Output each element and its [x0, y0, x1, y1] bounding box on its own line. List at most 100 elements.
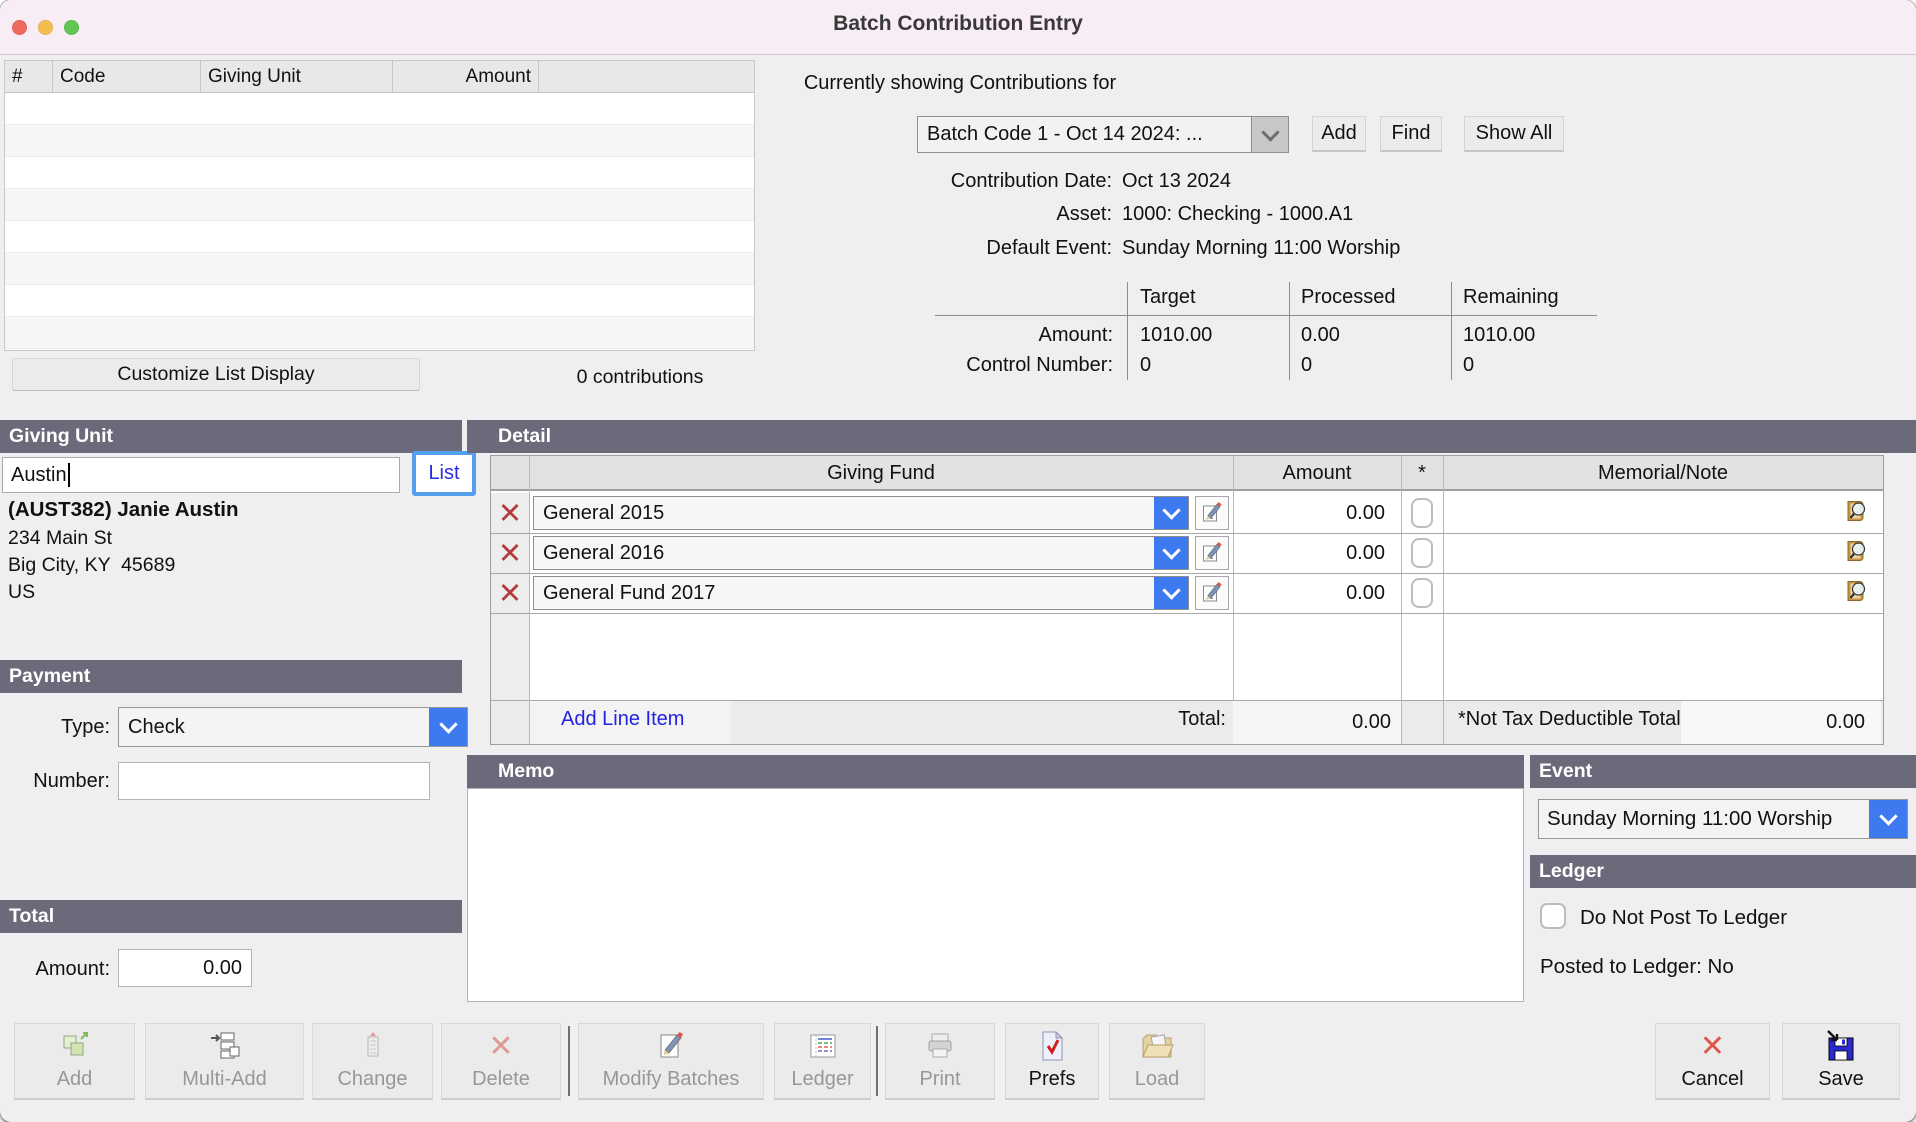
customize-list-display-button[interactable]: Customize List Display: [12, 358, 420, 391]
memorial-book-icon: [1847, 541, 1866, 561]
contributions-list-header: # Code Giving Unit Amount: [5, 61, 754, 93]
modify-batches-icon: [579, 1028, 763, 1064]
batch-code-select[interactable]: Batch Code 1 - Oct 14 2024: ...: [917, 116, 1289, 153]
giving-unit-list-button[interactable]: List: [412, 451, 476, 496]
chevron-down-icon: [1251, 117, 1288, 152]
giving-fund-select[interactable]: General Fund 2017: [533, 576, 1189, 610]
change-button[interactable]: Change: [312, 1023, 433, 1100]
giving-unit-search-input[interactable]: Austin: [2, 457, 400, 493]
delete-line-button[interactable]: ✕: [494, 536, 526, 570]
col-header-number[interactable]: #: [5, 61, 53, 92]
toolbar-separator: [876, 1026, 878, 1096]
save-button[interactable]: Save: [1782, 1023, 1900, 1100]
empty-row: [5, 189, 754, 221]
selected-giving-unit-name: (AUST382) Janie Austin: [8, 498, 239, 521]
not-tax-deductible-checkbox[interactable]: [1411, 578, 1433, 608]
summary-col-processed: Processed: [1301, 286, 1396, 308]
event-select[interactable]: Sunday Morning 11:00 Worship: [1538, 799, 1908, 839]
traffic-lights: [12, 20, 79, 35]
detail-gutter: [491, 493, 529, 700]
giving-fund-select[interactable]: General 2016: [533, 536, 1189, 570]
close-button[interactable]: [12, 20, 27, 35]
summary-amount-remaining: 1010.00: [1463, 324, 1536, 346]
red-x-icon: ✕: [497, 537, 523, 570]
col-header-code[interactable]: Code: [53, 61, 201, 92]
add-records-icon: [15, 1028, 134, 1064]
payment-type-label: Type:: [61, 716, 110, 738]
minimize-button[interactable]: [38, 20, 53, 35]
not-tax-deductible-checkbox[interactable]: [1411, 498, 1433, 528]
change-icon: [313, 1028, 432, 1064]
modify-batches-button[interactable]: Modify Batches: [578, 1023, 764, 1100]
total-amount-label: Amount:: [35, 958, 110, 980]
col-header-amount[interactable]: Amount: [393, 61, 539, 92]
load-button[interactable]: Load: [1109, 1023, 1205, 1100]
detail-total-label: Total:: [1178, 708, 1226, 730]
total-amount-input[interactable]: 0.00: [118, 949, 252, 987]
prefs-button[interactable]: Prefs: [1005, 1023, 1099, 1100]
line-amount-cell[interactable]: 0.00: [1346, 501, 1385, 524]
line-amount-cell[interactable]: 0.00: [1346, 581, 1385, 604]
batch-add-button[interactable]: Add: [1312, 116, 1366, 152]
payment-type-select[interactable]: Check: [118, 707, 468, 747]
print-button[interactable]: Print: [885, 1023, 995, 1100]
memorial-lookup-button[interactable]: [1843, 539, 1871, 563]
asset-value: 1000: Checking - 1000.A1: [1122, 203, 1354, 225]
zoom-button[interactable]: [64, 20, 79, 35]
giving-fund-select[interactable]: General 2015: [533, 496, 1189, 530]
detail-total-value: 0.00: [1233, 701, 1401, 744]
do-not-post-checkbox[interactable]: [1540, 903, 1566, 929]
payment-number-label: Number:: [33, 770, 110, 792]
memorial-lookup-button[interactable]: [1843, 499, 1871, 523]
giving-unit-section-header: Giving Unit: [0, 420, 462, 453]
empty-row: [5, 93, 754, 125]
detail-col-amount: Amount: [1282, 462, 1352, 484]
edit-note-icon: [1203, 502, 1222, 522]
fund-edit-button[interactable]: [1195, 536, 1229, 570]
delete-button[interactable]: ✕ Delete: [441, 1023, 561, 1100]
memo-textarea[interactable]: [467, 788, 1524, 1002]
summary-control-target: 0: [1140, 354, 1152, 376]
multi-add-button[interactable]: Multi-Add: [145, 1023, 304, 1100]
delete-line-button[interactable]: ✕: [494, 496, 526, 530]
batch-code-select-value: Batch Code 1 - Oct 14 2024: ...: [927, 123, 1203, 145]
detail-col-memorial-note: Memorial/Note: [1597, 462, 1729, 484]
fund-edit-button[interactable]: [1195, 496, 1229, 530]
window-title: Batch Contribution Entry: [833, 12, 1083, 35]
text-caret: [67, 463, 70, 487]
add-button[interactable]: Add: [14, 1023, 135, 1100]
add-line-item-link[interactable]: Add Line Item: [561, 708, 685, 730]
toolbar-separator: [568, 1026, 570, 1096]
memorial-book-icon: [1847, 581, 1866, 601]
batch-find-button[interactable]: Find: [1380, 116, 1442, 152]
not-tax-deductible-total-value: 0.00: [1681, 701, 1881, 744]
summary-control-remaining: 0: [1463, 354, 1475, 376]
line-amount-cell[interactable]: 0.00: [1346, 541, 1385, 564]
posted-to-ledger-status: Posted to Ledger: No: [1540, 955, 1734, 978]
empty-row: [5, 157, 754, 189]
payment-number-input[interactable]: [118, 762, 430, 800]
summary-col-remaining: Remaining: [1463, 286, 1559, 308]
ledger-table-icon: [775, 1028, 870, 1064]
detail-table: Giving Fund Amount * Memorial/Note ✕ Gen…: [490, 455, 1884, 745]
address-line: Big City, KY 45689: [8, 554, 176, 576]
summary-control-label: Control Number:: [966, 354, 1113, 376]
edit-note-icon: [1203, 582, 1222, 602]
col-header-giving-unit[interactable]: Giving Unit: [201, 61, 393, 92]
ledger-button[interactable]: Ledger: [774, 1023, 871, 1100]
delete-line-button[interactable]: ✕: [494, 576, 526, 610]
fund-edit-button[interactable]: [1195, 576, 1229, 610]
cancel-button[interactable]: ✕ Cancel: [1655, 1023, 1770, 1100]
default-event-label: Default Event:: [986, 237, 1112, 259]
multi-add-icon: [146, 1028, 303, 1064]
contributions-list-body[interactable]: [5, 93, 754, 349]
currently-showing-heading: Currently showing Contributions for: [803, 72, 1117, 94]
giving-fund-value: General 2016: [543, 541, 665, 564]
batch-show-all-button[interactable]: Show All: [1464, 116, 1564, 152]
detail-col-giving-fund: Giving Fund: [827, 462, 935, 484]
memorial-lookup-button[interactable]: [1843, 579, 1871, 603]
event-section-header: Event: [1530, 755, 1916, 788]
summary-amount-processed: 0.00: [1301, 324, 1340, 346]
not-tax-deductible-checkbox[interactable]: [1411, 538, 1433, 568]
address-line: US: [8, 581, 36, 603]
